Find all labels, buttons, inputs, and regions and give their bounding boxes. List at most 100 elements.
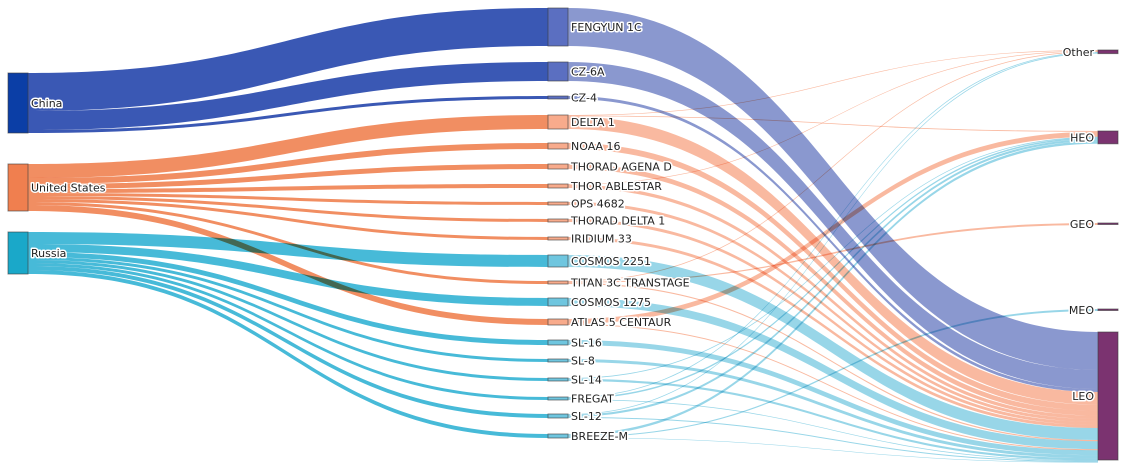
link-russia-to-sl-12[interactable] xyxy=(28,266,548,418)
node-label-iridium-33: IRIDIUM 33 xyxy=(571,233,632,246)
node-label-cz-6a: CZ-6A xyxy=(571,66,605,79)
node-label-china: China xyxy=(31,97,62,110)
link-thor-ablestar-to-leo[interactable] xyxy=(568,184,1098,419)
node-label-united-states: United States xyxy=(31,182,106,195)
link-china-to-fengyun-1c[interactable] xyxy=(28,8,548,111)
node-china[interactable] xyxy=(7,72,29,134)
link-sl-12-to-other[interactable] xyxy=(568,52,1098,415)
links-layer xyxy=(28,8,1098,463)
link-sl-16-to-leo[interactable] xyxy=(568,340,1098,456)
node-thorad-delta-1[interactable] xyxy=(547,218,569,223)
node-label-other: Other xyxy=(1063,46,1095,59)
link-thorad-delta-1-to-leo[interactable] xyxy=(568,219,1098,425)
link-fregat-to-other[interactable] xyxy=(568,52,1098,398)
nodes-layer xyxy=(7,7,1119,461)
node-cz-4[interactable] xyxy=(547,95,569,100)
link-russia-to-cosmos-2251[interactable] xyxy=(28,232,548,267)
link-iridium-33-to-leo[interactable] xyxy=(568,237,1098,428)
link-titan-3c-transtage-to-other[interactable] xyxy=(568,51,1098,282)
node-sl-8[interactable] xyxy=(547,358,569,363)
node-heo[interactable] xyxy=(1097,130,1119,145)
link-sl-12-to-leo[interactable] xyxy=(568,417,1098,463)
node-other[interactable] xyxy=(1097,49,1119,55)
node-sl-16[interactable] xyxy=(547,339,569,346)
link-sl-12-to-heo[interactable] xyxy=(568,139,1098,417)
node-cosmos-1275[interactable] xyxy=(547,297,569,307)
link-united-states-to-thorad-delta-1[interactable] xyxy=(28,196,548,222)
node-united-states[interactable] xyxy=(7,163,29,212)
labels-layer: China United States Russia FENGYUN 1C CZ-6A C… xyxy=(30,20,1096,445)
link-breeze-m-to-leo[interactable] xyxy=(568,437,1098,463)
link-breeze-m-to-heo[interactable] xyxy=(568,141,1098,437)
link-russia-to-sl-14[interactable] xyxy=(28,260,548,381)
node-label-sl-12: SL-12 xyxy=(571,410,602,423)
link-fregat-to-leo[interactable] xyxy=(568,399,1098,462)
link-atlas-5-centaur-to-leo[interactable] xyxy=(568,324,1098,451)
node-sl-12[interactable] xyxy=(547,413,569,419)
link-united-states-to-thor-ablestar[interactable] xyxy=(28,184,548,193)
node-label-sl-8: SL-8 xyxy=(571,355,595,368)
node-titan-3c-transtage[interactable] xyxy=(547,280,569,285)
link-china-to-cz-4[interactable] xyxy=(28,96,548,133)
link-sl-14-to-leo[interactable] xyxy=(568,378,1098,461)
node-russia[interactable] xyxy=(7,231,29,275)
link-united-states-to-titan-3c-transtage[interactable] xyxy=(28,202,548,284)
node-label-thor-ablestar: THOR ABLESTAR xyxy=(570,180,662,193)
node-fengyun-1c[interactable] xyxy=(547,7,569,47)
link-russia-to-sl-16[interactable] xyxy=(28,252,548,345)
link-titan-3c-transtage-to-leo[interactable] xyxy=(568,282,1098,442)
link-atlas-5-centaur-to-heo[interactable] xyxy=(568,131,1098,324)
link-delta-1-to-other[interactable] xyxy=(568,50,1098,116)
node-atlas-5-centaur[interactable] xyxy=(547,318,569,326)
link-russia-to-fregat[interactable] xyxy=(28,263,548,400)
link-russia-to-sl-8[interactable] xyxy=(28,257,548,362)
link-united-states-to-atlas-5-centaur[interactable] xyxy=(28,205,548,325)
link-russia-to-breeze-m[interactable] xyxy=(28,270,548,438)
node-noaa-16[interactable] xyxy=(547,142,569,150)
node-label-heo: HEO xyxy=(1070,131,1094,144)
node-label-russia: Russia xyxy=(31,247,66,260)
node-label-thorad-agena-d: THORAD AGENA D xyxy=(570,161,672,174)
node-iridium-33[interactable] xyxy=(547,236,569,241)
link-united-states-to-delta-1[interactable] xyxy=(28,115,548,178)
link-cz-4-to-leo[interactable] xyxy=(568,96,1098,392)
node-delta-1[interactable] xyxy=(547,114,569,130)
link-titan-3c-transtage-to-geo[interactable] xyxy=(568,223,1098,283)
node-thor-ablestar[interactable] xyxy=(547,183,569,189)
node-ops-4682[interactable] xyxy=(547,201,569,206)
link-russia-to-cosmos-1275[interactable] xyxy=(28,244,548,306)
link-sl-8-to-leo[interactable] xyxy=(568,359,1098,459)
node-breeze-m[interactable] xyxy=(547,433,569,439)
node-sl-14[interactable] xyxy=(547,377,569,382)
node-label-leo: LEO xyxy=(1072,390,1094,403)
node-meo[interactable] xyxy=(1097,308,1119,311)
node-thorad-agena-d[interactable] xyxy=(547,163,569,170)
node-label-atlas-5-centaur: ATLAS 5 CENTAUR xyxy=(571,316,672,329)
node-geo[interactable] xyxy=(1097,222,1119,225)
link-ops-4682-to-leo[interactable] xyxy=(568,202,1098,422)
node-label-ops-4682: OPS 4682 xyxy=(571,198,625,211)
node-cosmos-2251[interactable] xyxy=(547,254,569,268)
node-label-noaa-16: NOAA 16 xyxy=(571,140,621,153)
link-united-states-to-noaa-16[interactable] xyxy=(28,143,548,184)
node-label-cosmos-1275: COSMOS 1275 xyxy=(571,296,651,309)
link-united-states-to-thorad-agena-d[interactable] xyxy=(28,164,548,189)
link-fregat-to-heo[interactable] xyxy=(568,137,1098,400)
node-cz-6a[interactable] xyxy=(547,61,569,82)
link-china-to-cz-6a[interactable] xyxy=(28,62,548,130)
link-united-states-to-iridium-33[interactable] xyxy=(28,199,548,240)
link-delta-1-to-heo[interactable] xyxy=(568,115,1098,132)
link-united-states-to-ops-4682[interactable] xyxy=(28,193,548,205)
node-label-delta-1: DELTA 1 xyxy=(571,116,615,129)
link-noaa-16-to-leo[interactable] xyxy=(568,143,1098,411)
link-sl-14-to-heo[interactable] xyxy=(568,136,1098,379)
node-leo[interactable] xyxy=(1097,331,1119,461)
node-fregat[interactable] xyxy=(547,396,569,401)
link-delta-1-to-leo[interactable] xyxy=(568,116,1098,405)
link-cosmos-2251-to-leo[interactable] xyxy=(568,255,1098,440)
link-breeze-m-to-meo[interactable] xyxy=(568,309,1098,438)
node-label-cosmos-2251: COSMOS 2251 xyxy=(571,255,651,268)
link-thor-ablestar-to-other[interactable] xyxy=(568,50,1098,185)
link-fengyun-1c-to-leo[interactable] xyxy=(568,8,1098,370)
